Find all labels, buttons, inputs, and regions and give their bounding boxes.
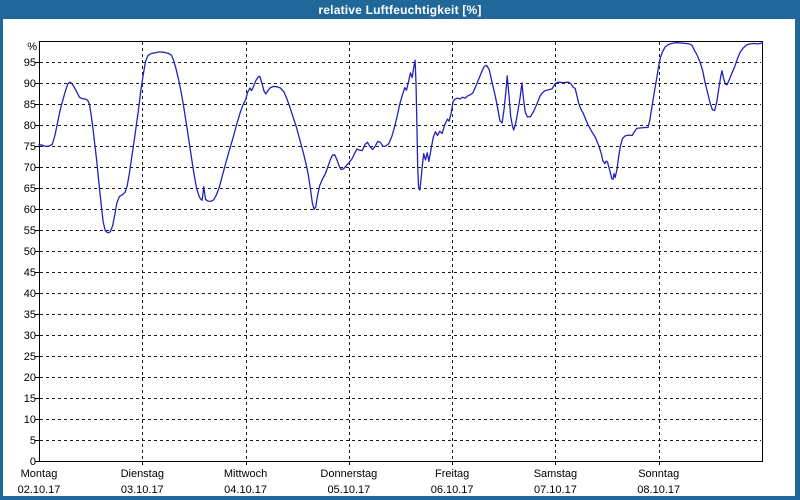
day-name-label: Dienstag: [121, 468, 164, 480]
y-tick-label: 40: [24, 288, 36, 300]
window-border-right: [795, 19, 800, 500]
y-tick-label: 45: [24, 267, 36, 279]
window-title: relative Luftfeuchtigkeit [%]: [318, 2, 482, 17]
day-name-label: Montag: [21, 468, 58, 480]
y-tick-label: 50: [24, 246, 36, 258]
day-name-label: Mittwoch: [224, 468, 267, 480]
humidity-line: [38, 42, 763, 234]
plot-frame: [39, 41, 763, 462]
day-name-label: Donnerstag: [320, 468, 377, 480]
y-tick-label: 0: [30, 456, 36, 468]
y-tick-label: 25: [24, 351, 36, 363]
window-border-bottom: [0, 496, 800, 500]
day-date-label: 03.10.17: [121, 484, 164, 496]
day-name-label: Samstag: [534, 468, 577, 480]
day-date-label: 06.10.17: [431, 484, 474, 496]
day-name-label: Sonntag: [638, 468, 679, 480]
y-tick-label: 10: [24, 414, 36, 426]
day-date-label: 07.10.17: [534, 484, 577, 496]
y-tick-label: 5: [30, 435, 36, 447]
y-tick-label: 80: [24, 120, 36, 132]
y-tick-label: 60: [24, 204, 36, 216]
day-date-label: 04.10.17: [224, 484, 267, 496]
y-tick-label: 35: [24, 309, 36, 321]
window-titlebar[interactable]: relative Luftfeuchtigkeit [%]: [0, 0, 800, 19]
y-tick-label: 85: [24, 99, 36, 111]
y-axis-unit-label: %: [27, 41, 37, 53]
window-border-left: [0, 19, 3, 500]
day-date-label: 02.10.17: [18, 484, 61, 496]
y-tick-label: 95: [24, 57, 36, 69]
day-name-label: Freitag: [435, 468, 469, 480]
y-tick-label: 65: [24, 183, 36, 195]
y-tick-label: 20: [24, 372, 36, 384]
y-tick-label: 90: [24, 78, 36, 90]
y-tick-label: 15: [24, 393, 36, 405]
day-date-label: 08.10.17: [637, 484, 680, 496]
y-tick-label: 75: [24, 141, 36, 153]
y-tick-label: 55: [24, 225, 36, 237]
day-date-label: 05.10.17: [327, 484, 370, 496]
y-tick-label: 70: [24, 162, 36, 174]
y-tick-label: 30: [24, 330, 36, 342]
